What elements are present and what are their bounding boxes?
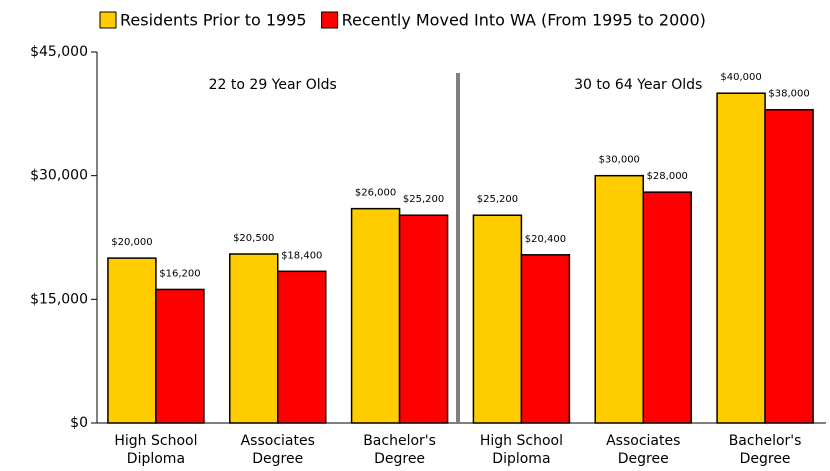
x-tick-line: Diploma — [492, 451, 550, 467]
x-tick-label: High School Diploma — [480, 433, 563, 467]
value-label: $20,000 — [111, 237, 152, 248]
x-tick-line: Bachelor's — [363, 433, 436, 449]
legend-label: Residents Prior to 1995 — [120, 11, 307, 30]
bar — [398, 214, 449, 424]
value-label: $26,000 — [355, 188, 396, 199]
group-label: 30 to 64 Year Olds — [574, 77, 702, 93]
x-tick-line: High School — [480, 433, 563, 449]
legend-label: Recently Moved Into WA (From 1995 to 200… — [342, 11, 706, 30]
x-tick-line: Degree — [740, 451, 791, 467]
legend-swatch — [99, 11, 117, 29]
x-tick-line: Bachelor's — [729, 433, 802, 449]
value-label: $25,200 — [477, 194, 518, 205]
x-tick-label: Associates Degree — [241, 433, 315, 467]
bar — [594, 174, 644, 424]
x-tick-label: High School Diploma — [114, 433, 197, 467]
value-label: $16,200 — [159, 268, 200, 279]
y-tick-label: $45,000 — [30, 44, 88, 60]
bar — [472, 214, 523, 424]
x-tick-line: Degree — [618, 451, 669, 467]
value-label: $28,000 — [647, 171, 688, 182]
x-tick-line: Degree — [252, 451, 303, 467]
x-tick-line: Associates — [606, 433, 680, 449]
bar — [642, 191, 692, 424]
x-tick-line: Associates — [241, 433, 315, 449]
value-label: $20,400 — [525, 234, 566, 245]
group-label: 22 to 29 Year Olds — [209, 77, 337, 93]
legend-swatch — [321, 11, 339, 29]
y-tick-label: $30,000 — [30, 168, 88, 184]
y-tick-label: $0 — [70, 415, 88, 431]
bar — [716, 92, 766, 424]
x-tick-line: Diploma — [127, 451, 185, 467]
value-label: $25,200 — [403, 194, 444, 205]
x-tick-line: High School — [114, 433, 197, 449]
value-label: $40,000 — [720, 72, 761, 83]
bar — [107, 257, 157, 424]
value-label: $38,000 — [768, 89, 809, 100]
bar — [350, 207, 401, 424]
x-tick-label: Bachelor's Degree — [363, 433, 436, 467]
bar — [155, 288, 205, 424]
x-tick-label: Bachelor's Degree — [729, 433, 802, 467]
bar — [277, 270, 327, 424]
x-tick-line: Degree — [374, 451, 425, 467]
bar — [520, 254, 571, 424]
value-label: $30,000 — [599, 155, 640, 166]
value-label: $20,500 — [233, 233, 274, 244]
bar — [229, 253, 279, 424]
bar — [764, 108, 814, 424]
x-tick-label: Associates Degree — [606, 433, 680, 467]
y-tick-label: $15,000 — [30, 291, 88, 307]
value-label: $18,400 — [281, 250, 322, 261]
